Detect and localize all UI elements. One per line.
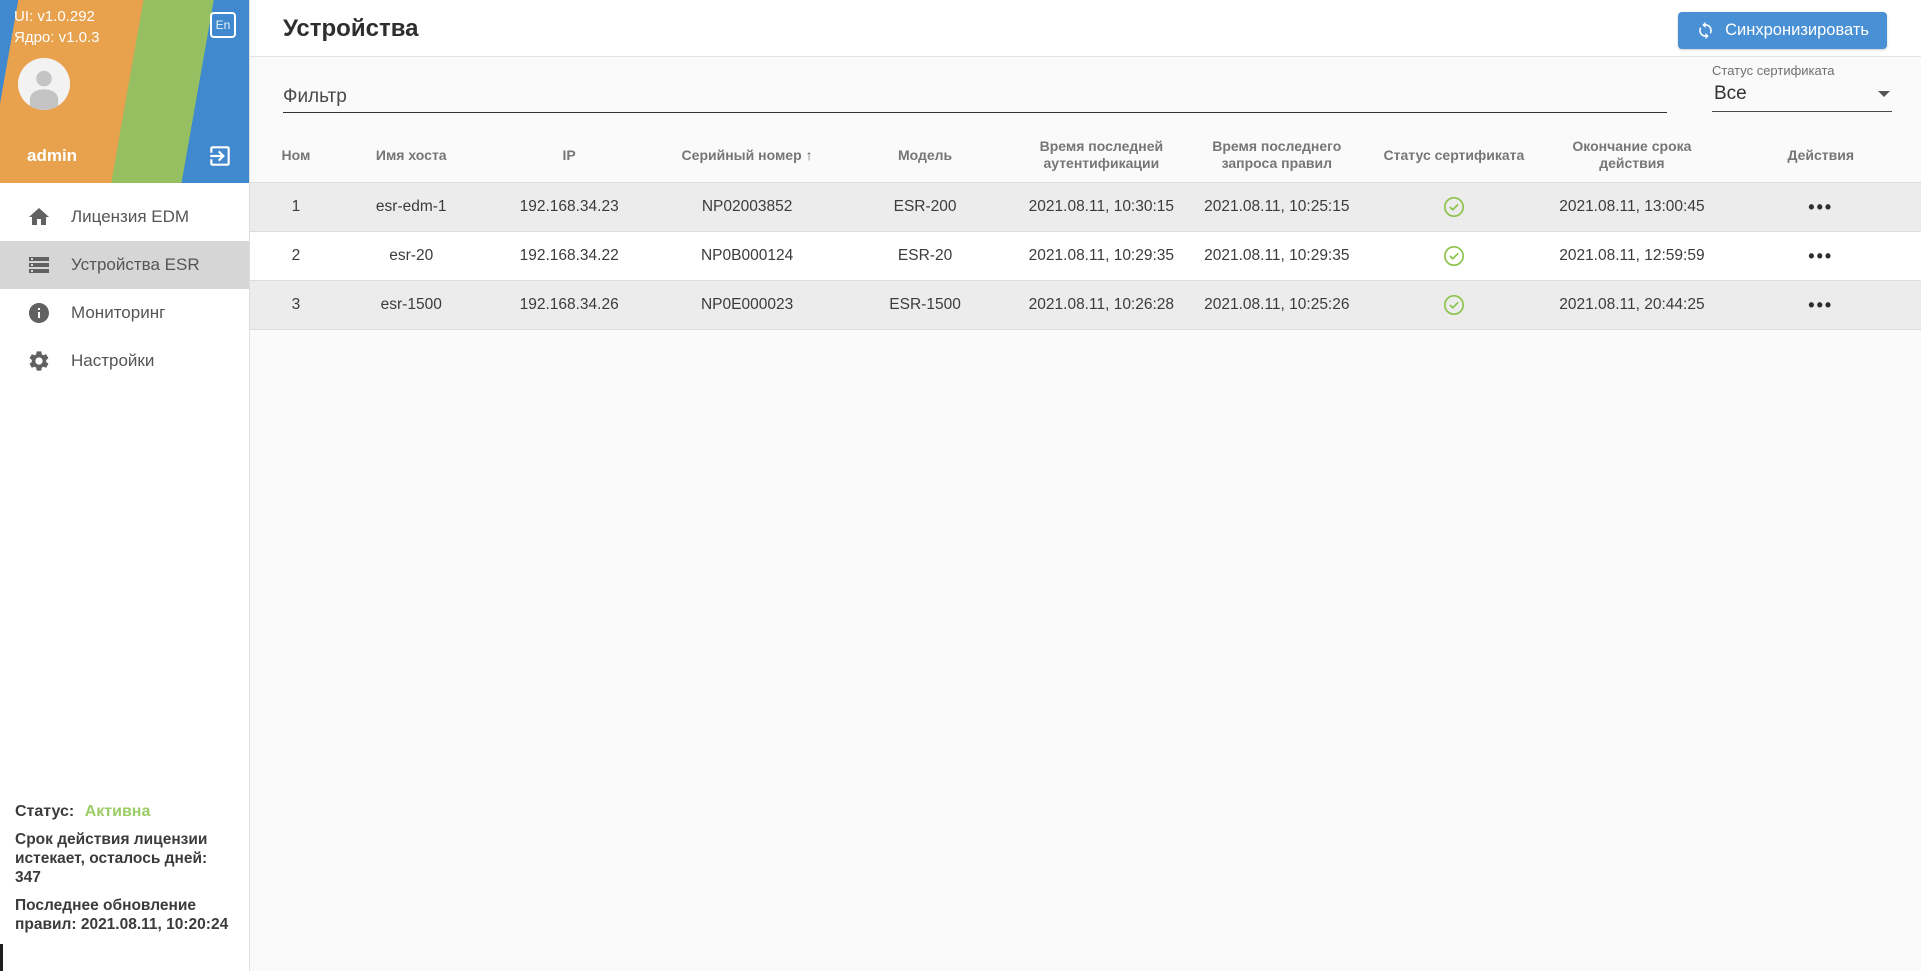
sidebar-item-settings[interactable]: Настройки [0, 337, 249, 385]
expiry-cell: 2021.08.11, 12:59:59 [1543, 231, 1721, 281]
page-title: Устройства [283, 15, 419, 42]
actions-cell: ••• [1720, 231, 1921, 281]
row-number-cell: 1 [250, 182, 342, 232]
actions-cell: ••• [1720, 280, 1921, 330]
toolbar: Устройства Синхронизировать [250, 0, 1921, 57]
column-header[interactable]: Действия [1720, 128, 1921, 183]
sidebar-item-label: Мониторинг [71, 303, 166, 322]
sidebar-item-label: Лицензия EDM [71, 207, 190, 226]
cert-select-value: Все [1714, 83, 1747, 104]
column-header[interactable]: Окончание срока действия [1543, 128, 1721, 183]
license-expiry-text: Срок действия лицензии истекает, осталос… [15, 831, 208, 886]
auth-time-cell: 2021.08.11, 10:29:35 [1013, 231, 1190, 281]
person-icon [18, 58, 70, 110]
cert-ok-icon [1443, 246, 1465, 266]
sidebar-item-label: Устройства ESR [71, 255, 200, 274]
auth-time-cell: 2021.08.11, 10:26:28 [1013, 280, 1190, 330]
row-number-cell: 2 [250, 231, 342, 281]
cert-ok-icon [1443, 295, 1465, 315]
ip-cell: 192.168.34.26 [480, 280, 658, 330]
status-label: Статус: [15, 803, 75, 820]
cert-status-cell [1364, 231, 1544, 281]
sidebar-menu: Лицензия EDM Устройства ESR Мониторинг Н… [0, 183, 249, 385]
license-status-line: Статус: Активна [15, 803, 235, 821]
cert-status-cell [1364, 280, 1544, 330]
home-icon [29, 208, 49, 225]
table-header-row: Ном Имя хоста IP Серийный номер ↑ Модель Время… [250, 128, 1921, 183]
column-header[interactable]: Ном [250, 128, 342, 183]
user-row: admin [0, 143, 249, 169]
table-row[interactable]: 2 esr-20 192.168.34.22 NP0B000124 ESR-20 2021… [250, 231, 1921, 281]
column-header[interactable]: Серийный номер ↑ [657, 128, 837, 183]
auth-time-cell: 2021.08.11, 10:30:15 [1013, 182, 1190, 232]
license-last-update-text: Последнее обновление правил: 2021.08.11,… [15, 897, 229, 933]
logout-icon[interactable] [207, 143, 233, 169]
column-header[interactable]: IP [480, 128, 658, 183]
serial-cell: NP0B000124 [657, 231, 837, 281]
row-actions-menu-icon[interactable]: ••• [1808, 196, 1834, 217]
expiry-cell: 2021.08.11, 13:00:45 [1543, 182, 1721, 232]
column-header[interactable]: Время последнего запроса правил [1189, 128, 1365, 183]
cert-select-label: Статус сертификата [1712, 63, 1835, 78]
cert-select-value-row: Все [1712, 80, 1892, 112]
table-row[interactable]: 3 esr-1500 192.168.34.26 NP0E000023 ESR-1500… [250, 280, 1921, 330]
cert-status-cell [1364, 182, 1544, 232]
ip-cell: 192.168.34.23 [480, 182, 658, 232]
sync-button[interactable]: Синхронизировать [1678, 12, 1887, 49]
rules-time-cell: 2021.08.11, 10:29:35 [1189, 231, 1365, 281]
status-value: Активна [84, 803, 151, 820]
column-header[interactable]: Модель [836, 128, 1014, 183]
serial-cell: NP02003852 [657, 182, 837, 232]
filter-input[interactable] [283, 81, 1667, 113]
model-cell: ESR-1500 [836, 280, 1014, 330]
core-version: Ядро: v1.0.3 [14, 29, 100, 46]
hostname-cell: esr-20 [341, 231, 481, 281]
chevron-down-icon [1878, 91, 1890, 97]
expiry-cell: 2021.08.11, 20:44:25 [1543, 280, 1721, 330]
sidebar-item-monitoring[interactable]: Мониторинг [0, 289, 249, 337]
devices-table: Ном Имя хоста IP Серийный номер ↑ Модель Время… [250, 128, 1921, 330]
storage-icon [29, 257, 49, 273]
table-row[interactable]: 1 esr-edm-1 192.168.34.23 NP02003852 ESR-200… [250, 182, 1921, 232]
sidebar: UI: v1.0.292 Ядро: v1.0.3 En admin [0, 0, 250, 971]
license-status-block: Статус: Активна Срок действия лицензии и… [15, 803, 235, 943]
model-cell: ESR-20 [836, 231, 1014, 281]
actions-cell: ••• [1720, 182, 1921, 232]
row-actions-menu-icon[interactable]: ••• [1808, 245, 1834, 266]
hostname-cell: esr-edm-1 [341, 182, 481, 232]
sidebar-header: UI: v1.0.292 Ядро: v1.0.3 En admin [0, 0, 249, 183]
sidebar-item-devices-esr[interactable]: Устройства ESR [0, 241, 249, 289]
column-header[interactable]: Имя хоста [341, 128, 481, 183]
column-header[interactable]: Время последней аутентификации [1013, 128, 1190, 183]
rules-time-cell: 2021.08.11, 10:25:15 [1189, 182, 1365, 232]
gear-icon [29, 351, 49, 371]
scrollbar-artifact [0, 944, 3, 971]
version-block: UI: v1.0.292 Ядро: v1.0.3 [14, 6, 99, 48]
cert-status-select[interactable]: Статус сертификата Все [1712, 63, 1892, 112]
avatar [18, 58, 70, 110]
ui-version: UI: v1.0.292 [14, 8, 95, 25]
row-actions-menu-icon[interactable]: ••• [1808, 294, 1834, 315]
language-switch-icon[interactable]: En [210, 12, 236, 38]
sync-icon [1699, 21, 1712, 40]
rules-time-cell: 2021.08.11, 10:25:26 [1189, 280, 1365, 330]
sort-asc-icon: ↑ [805, 146, 813, 163]
model-cell: ESR-200 [836, 182, 1014, 232]
main-area: Устройства Синхронизировать Статус серти… [250, 0, 1921, 971]
sidebar-item-license-edm[interactable]: Лицензия EDM [0, 193, 249, 241]
hostname-cell: esr-1500 [341, 280, 481, 330]
info-icon [29, 303, 49, 323]
column-header[interactable]: Статус сертификата [1364, 128, 1544, 183]
sync-button-label: Синхронизировать [1725, 21, 1869, 39]
ip-cell: 192.168.34.22 [480, 231, 658, 281]
serial-cell: NP0E000023 [657, 280, 837, 330]
filter-bar: Статус сертификата Все [250, 57, 1921, 128]
sidebar-item-label: Настройки [71, 351, 155, 370]
row-number-cell: 3 [250, 280, 342, 330]
username: admin [27, 146, 78, 165]
cert-ok-icon [1443, 197, 1465, 217]
